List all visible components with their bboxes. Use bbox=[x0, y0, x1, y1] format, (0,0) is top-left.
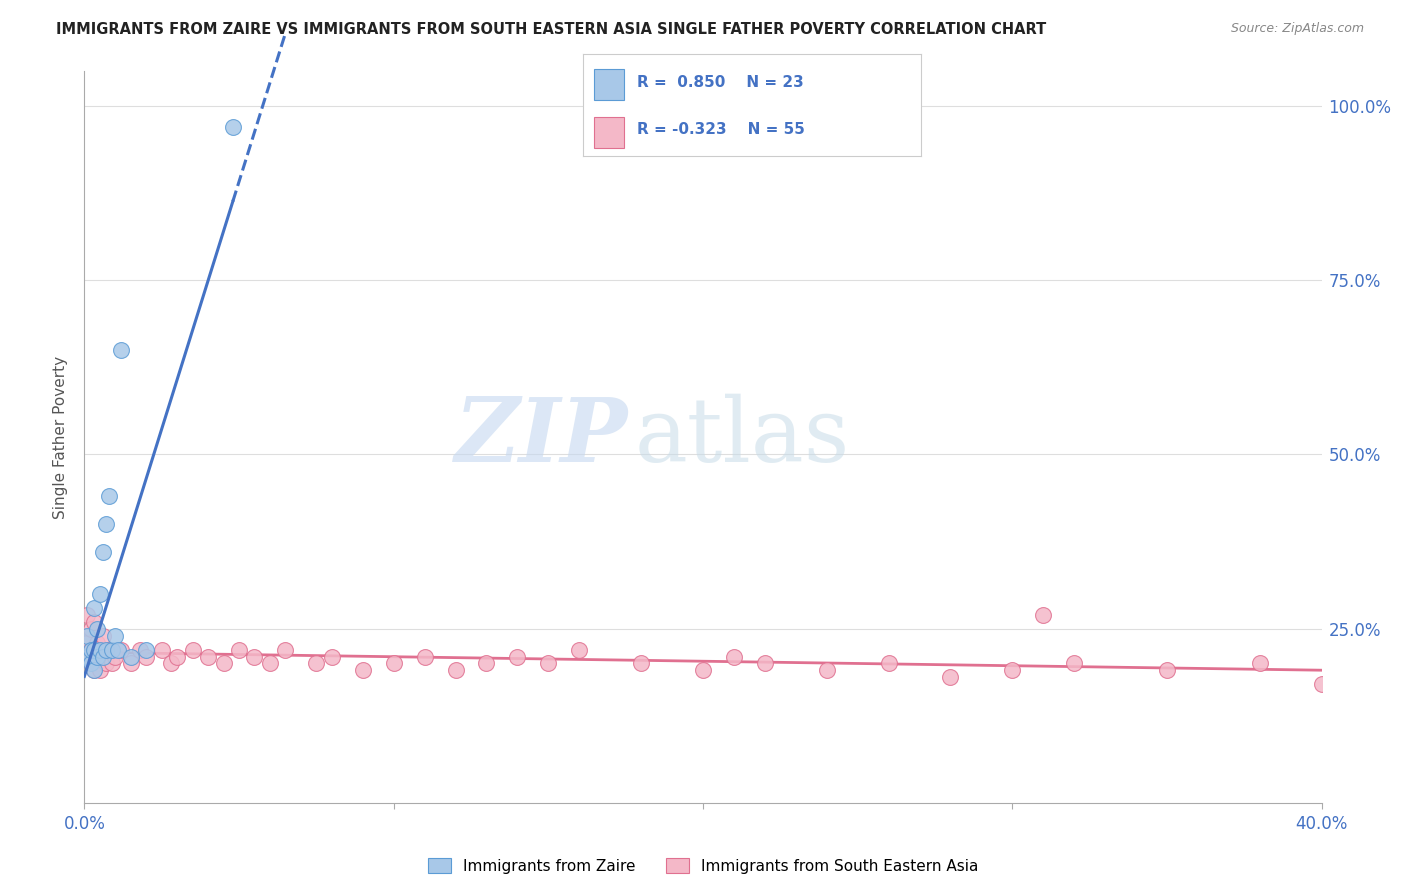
Point bbox=[79, 657, 101, 671]
Point bbox=[89, 664, 111, 678]
Point bbox=[91, 545, 114, 559]
Point bbox=[101, 657, 124, 671]
Point bbox=[135, 642, 157, 657]
Point bbox=[197, 649, 219, 664]
Point bbox=[89, 642, 111, 657]
Point bbox=[129, 642, 152, 657]
Text: ZIP: ZIP bbox=[456, 394, 628, 480]
Point bbox=[98, 489, 121, 503]
Point bbox=[91, 649, 114, 664]
Point bbox=[76, 649, 98, 664]
Point bbox=[166, 649, 188, 664]
Point bbox=[107, 642, 129, 657]
Point bbox=[150, 642, 173, 657]
Point bbox=[83, 664, 105, 678]
Point bbox=[79, 622, 101, 636]
Point bbox=[274, 642, 297, 657]
Point bbox=[1063, 657, 1085, 671]
Text: IMMIGRANTS FROM ZAIRE VS IMMIGRANTS FROM SOUTH EASTERN ASIA SINGLE FATHER POVERT: IMMIGRANTS FROM ZAIRE VS IMMIGRANTS FROM… bbox=[56, 22, 1046, 37]
Point bbox=[91, 629, 114, 643]
Point bbox=[101, 642, 124, 657]
Point bbox=[382, 657, 405, 671]
Point bbox=[120, 657, 142, 671]
Text: R =  0.850    N = 23: R = 0.850 N = 23 bbox=[637, 75, 804, 90]
Point bbox=[83, 642, 105, 657]
Point bbox=[94, 642, 117, 657]
Point bbox=[352, 664, 374, 678]
Point bbox=[83, 600, 105, 615]
Point bbox=[110, 642, 132, 657]
Point bbox=[86, 649, 108, 664]
Point bbox=[1032, 607, 1054, 622]
Point bbox=[243, 649, 266, 664]
Point bbox=[83, 642, 105, 657]
Bar bbox=[593, 69, 624, 100]
Point bbox=[94, 657, 117, 671]
Point bbox=[86, 635, 108, 649]
Point bbox=[83, 664, 105, 678]
Point bbox=[228, 642, 250, 657]
Point bbox=[939, 670, 962, 684]
Point bbox=[222, 120, 245, 134]
Point bbox=[212, 657, 235, 671]
Point bbox=[79, 657, 101, 671]
Point bbox=[79, 642, 101, 657]
Point bbox=[86, 622, 108, 636]
Point bbox=[83, 615, 105, 629]
Point bbox=[76, 607, 98, 622]
Point bbox=[1249, 657, 1271, 671]
Bar bbox=[593, 117, 624, 148]
Point bbox=[86, 657, 108, 671]
Point bbox=[110, 343, 132, 357]
Point bbox=[321, 649, 343, 664]
Point bbox=[630, 657, 652, 671]
Point bbox=[91, 649, 114, 664]
Point bbox=[305, 657, 328, 671]
Point bbox=[98, 642, 121, 657]
Point bbox=[89, 587, 111, 601]
Point bbox=[568, 642, 591, 657]
Point bbox=[181, 642, 204, 657]
Point bbox=[1156, 664, 1178, 678]
Text: R = -0.323    N = 55: R = -0.323 N = 55 bbox=[637, 122, 806, 137]
Y-axis label: Single Father Poverty: Single Father Poverty bbox=[53, 356, 69, 518]
Point bbox=[76, 629, 98, 643]
Point bbox=[94, 517, 117, 532]
Point bbox=[135, 649, 157, 664]
Point bbox=[723, 649, 745, 664]
Point bbox=[89, 642, 111, 657]
Point bbox=[475, 657, 498, 671]
Point bbox=[104, 649, 127, 664]
Point bbox=[79, 642, 101, 657]
Point bbox=[1001, 664, 1024, 678]
Text: atlas: atlas bbox=[636, 393, 851, 481]
Point bbox=[413, 649, 436, 664]
Point bbox=[815, 664, 838, 678]
Point bbox=[537, 657, 560, 671]
Point bbox=[506, 649, 529, 664]
Point bbox=[259, 657, 281, 671]
Point bbox=[877, 657, 900, 671]
Legend: Immigrants from Zaire, Immigrants from South Eastern Asia: Immigrants from Zaire, Immigrants from S… bbox=[422, 852, 984, 880]
Point bbox=[444, 664, 467, 678]
Point bbox=[1310, 677, 1333, 691]
Text: Source: ZipAtlas.com: Source: ZipAtlas.com bbox=[1230, 22, 1364, 36]
Point bbox=[120, 649, 142, 664]
Point bbox=[754, 657, 776, 671]
Point bbox=[160, 657, 183, 671]
Point bbox=[692, 664, 714, 678]
Point bbox=[104, 629, 127, 643]
Point bbox=[76, 635, 98, 649]
